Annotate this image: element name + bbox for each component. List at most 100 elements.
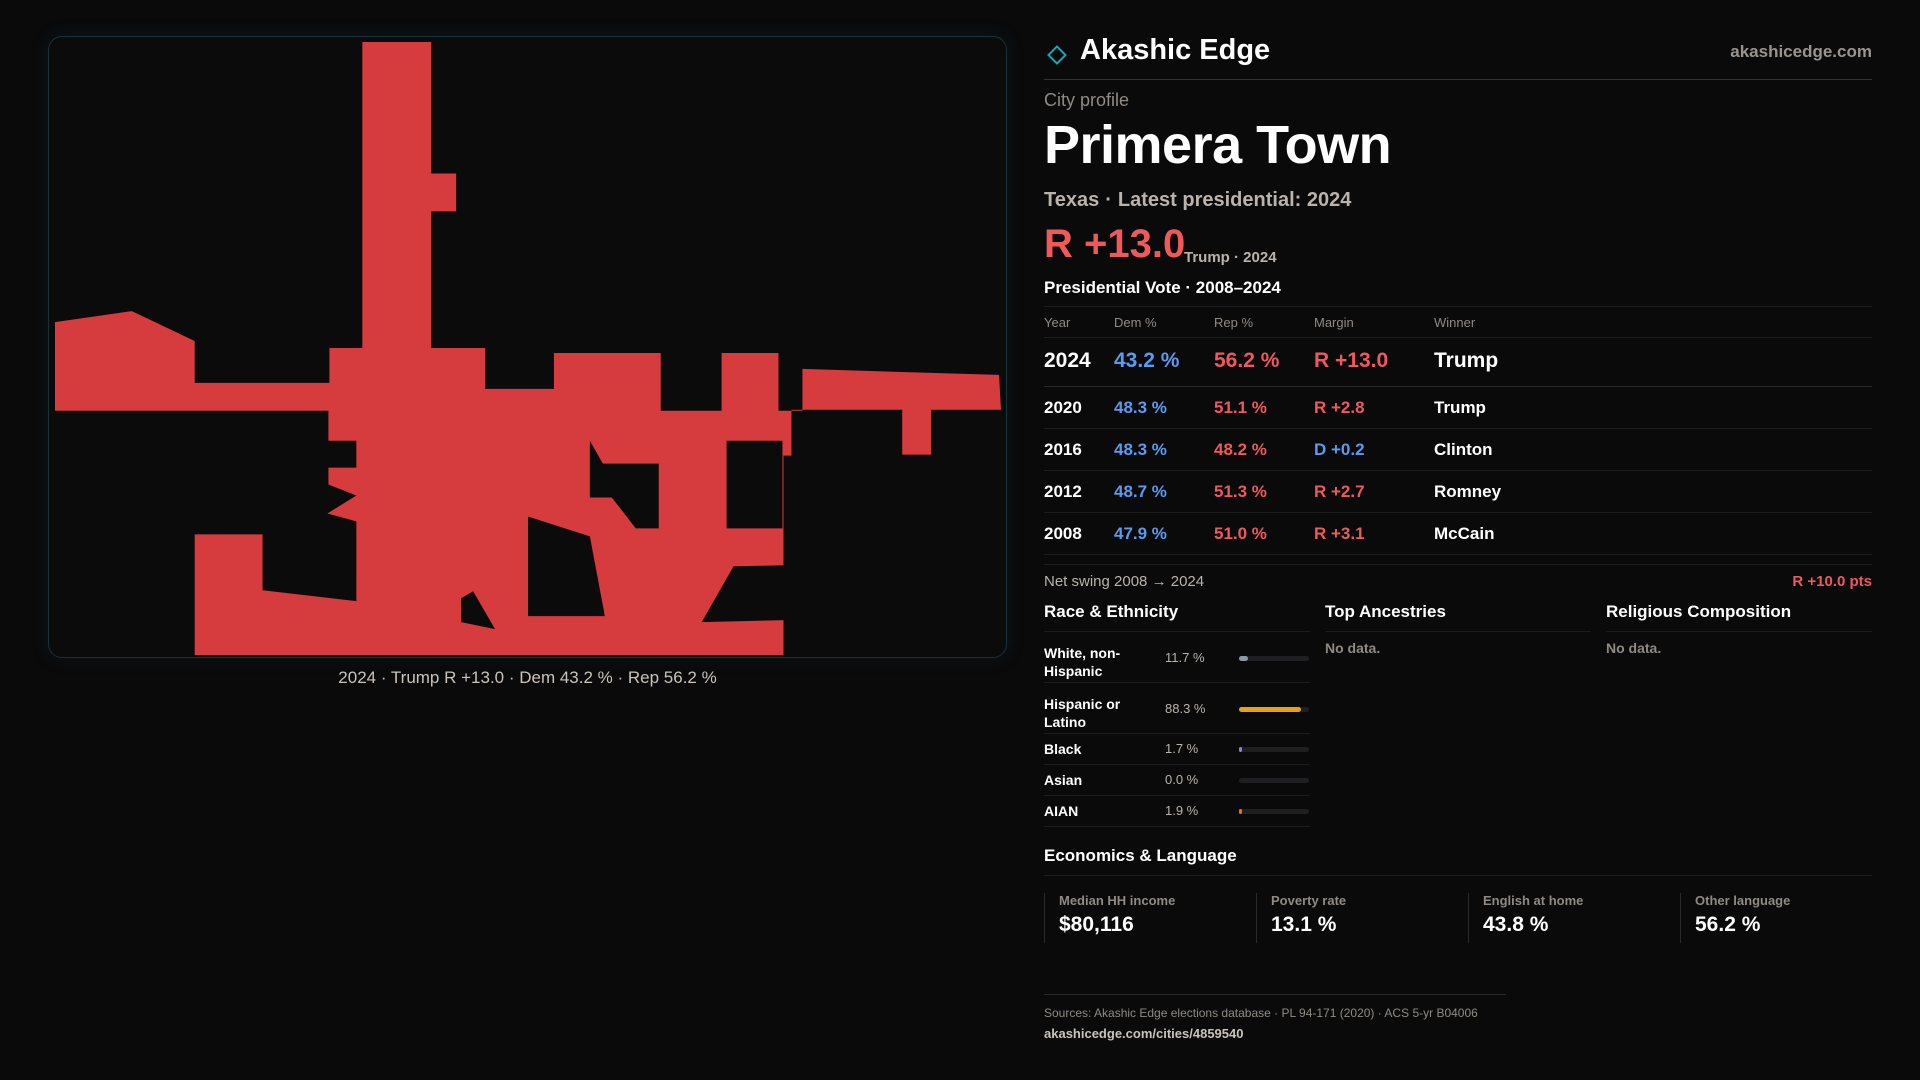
cell-rep: 56.2 %: [1214, 349, 1280, 372]
cell-dem: 48.7 %: [1114, 482, 1167, 501]
table-header: Year Dem % Rep % Margin Winner: [1044, 306, 1872, 338]
race-bar-track: [1239, 707, 1309, 712]
econ-english-at-home: English at home 43.8 %: [1468, 893, 1680, 943]
race-label: AIAN: [1044, 803, 1079, 819]
cell-margin: R +3.1: [1314, 524, 1365, 543]
headline-meta: Trump · 2024: [1184, 249, 1277, 266]
col-header-winner: Winner: [1434, 315, 1476, 330]
boundary-hole: [527, 516, 605, 617]
boundary-hole: [461, 591, 496, 630]
table-row: 2012 48.7 % 51.3 % R +2.7 Romney: [1044, 471, 1872, 513]
race-bar-track: [1239, 809, 1309, 814]
ancestries-empty-text: No data.: [1325, 640, 1381, 656]
col-header-rep: Rep %: [1214, 315, 1254, 330]
cell-winner: Clinton: [1434, 440, 1493, 459]
table-row: 2020 48.3 % 51.1 % R +2.8 Trump: [1044, 387, 1872, 429]
city-profile-panel: Akashic Edge akashicedge.com City profil…: [1044, 0, 1872, 1080]
race-bar-fill: [1239, 809, 1242, 814]
sources-text: Sources: Akashic Edge elections database…: [1044, 1006, 1478, 1020]
race-row: Hispanic or Latino 88.3 %: [1044, 683, 1310, 734]
col-header-year: Year: [1044, 315, 1071, 330]
econ-label: Median HH income: [1059, 893, 1176, 908]
race-row: AIAN 1.9 %: [1044, 796, 1310, 827]
race-percent: 11.7 %: [1165, 650, 1205, 665]
table-row: 2016 48.3 % 48.2 % D +0.2 Clinton: [1044, 429, 1872, 471]
religion-empty-text: No data.: [1606, 640, 1662, 656]
race-label: Hispanic or Latino: [1044, 696, 1121, 730]
net-swing-value: R +10.0 pts: [1792, 573, 1872, 590]
race-label: Asian: [1044, 772, 1083, 788]
race-label: White, non-Hispanic: [1044, 645, 1121, 679]
col-header-dem: Dem %: [1114, 315, 1157, 330]
cell-rep: 51.1 %: [1214, 398, 1267, 417]
diamond-icon: [1047, 45, 1067, 65]
cell-year: 2012: [1044, 482, 1082, 501]
boundary-svg: [54, 41, 1002, 656]
race-percent: 1.7 %: [1165, 741, 1199, 756]
race-section-title: Race & Ethnicity: [1044, 602, 1310, 632]
brand-url-link[interactable]: akashicedge.com: [1730, 42, 1872, 61]
religion-section-title: Religious Composition: [1606, 602, 1872, 632]
cell-dem: 48.3 %: [1114, 440, 1167, 459]
econ-other-language: Other language 56.2 %: [1680, 893, 1872, 943]
religion-section: Religious Composition No data.: [1606, 602, 1872, 842]
table-row: 2008 47.9 % 51.0 % R +3.1 McCain: [1044, 513, 1872, 555]
ancestries-section-title: Top Ancestries: [1325, 602, 1591, 632]
cell-winner: Trump: [1434, 398, 1486, 417]
econ-poverty-rate: Poverty rate 13.1 %: [1256, 893, 1468, 943]
cell-margin: D +0.2: [1314, 440, 1365, 459]
votes-section-title: Presidential Vote · 2008–2024: [1044, 278, 1281, 297]
race-bar-fill: [1239, 747, 1242, 752]
cell-dem: 47.9 %: [1114, 524, 1167, 543]
cell-winner: McCain: [1434, 524, 1495, 543]
boundary-hole: [589, 440, 659, 529]
net-swing-row: Net swing 2008 → 2024 R +10.0 pts: [1044, 564, 1872, 594]
cell-margin: R +2.7: [1314, 482, 1365, 501]
economics-section-title: Economics & Language: [1044, 846, 1237, 865]
page-subtitle: Texas · Latest presidential: 2024: [1044, 189, 1352, 211]
cell-year: 2008: [1044, 524, 1082, 543]
econ-value: 13.1 %: [1271, 913, 1337, 936]
permalink[interactable]: akashicedge.com/cities/4859540: [1044, 1026, 1244, 1041]
race-percent: 0.0 %: [1165, 772, 1199, 787]
map-caption: 2024 · Trump R +13.0 · Dem 43.2 % · Rep …: [338, 668, 717, 687]
econ-label: Poverty rate: [1271, 893, 1347, 908]
boundary-hole: [726, 440, 783, 529]
latest-election: Latest presidential: 2024: [1117, 189, 1352, 211]
page-title: Primera Town: [1044, 115, 1392, 175]
col-header-margin: Margin: [1314, 315, 1354, 330]
race-ethnicity-section: Race & Ethnicity White, non-Hispanic 11.7…: [1044, 602, 1310, 842]
cell-dem: 43.2 %: [1114, 349, 1180, 372]
cell-year: 2024: [1044, 349, 1091, 372]
race-row: White, non-Hispanic 11.7 %: [1044, 632, 1310, 683]
city-boundary-map[interactable]: [48, 36, 1007, 658]
cell-dem: 48.3 %: [1114, 398, 1167, 417]
cell-rep: 51.0 %: [1214, 524, 1267, 543]
race-bar-track: [1239, 747, 1309, 752]
presidential-vote-table: Year Dem % Rep % Margin Winner 2024 43.2 …: [1044, 306, 1872, 555]
econ-value: 43.8 %: [1483, 913, 1549, 936]
table-body: 2024 43.2 % 56.2 % R +13.0 Trump 2020 48.3 % 51…: [1044, 338, 1872, 555]
race-list: White, non-Hispanic 11.7 % Hispanic or Lat…: [1044, 632, 1310, 827]
race-bar-fill: [1239, 656, 1248, 661]
brand-header: Akashic Edge akashicedge.com: [1044, 30, 1872, 80]
headline-margin: R +13.0: [1044, 222, 1186, 266]
race-row: Black 1.7 %: [1044, 734, 1310, 765]
cell-rep: 51.3 %: [1214, 482, 1267, 501]
race-bar-fill: [1239, 707, 1301, 712]
footer-divider: [1044, 994, 1506, 995]
page-eyebrow: City profile: [1044, 90, 1130, 110]
econ-label: English at home: [1483, 893, 1584, 908]
cell-winner: Trump: [1434, 349, 1499, 372]
race-percent: 1.9 %: [1165, 803, 1199, 818]
economics-header: Economics & Language: [1044, 846, 1872, 876]
cell-margin: R +2.8: [1314, 398, 1365, 417]
cell-margin: R +13.0: [1314, 349, 1389, 372]
state-name: Texas: [1044, 189, 1100, 211]
econ-label: Other language: [1695, 893, 1791, 908]
net-swing-label: Net swing 2008 → 2024: [1044, 573, 1205, 590]
race-label: Black: [1044, 741, 1082, 757]
brand-name[interactable]: Akashic Edge: [1080, 34, 1271, 66]
econ-value: $80,116: [1059, 913, 1134, 936]
race-percent: 88.3 %: [1165, 701, 1206, 716]
